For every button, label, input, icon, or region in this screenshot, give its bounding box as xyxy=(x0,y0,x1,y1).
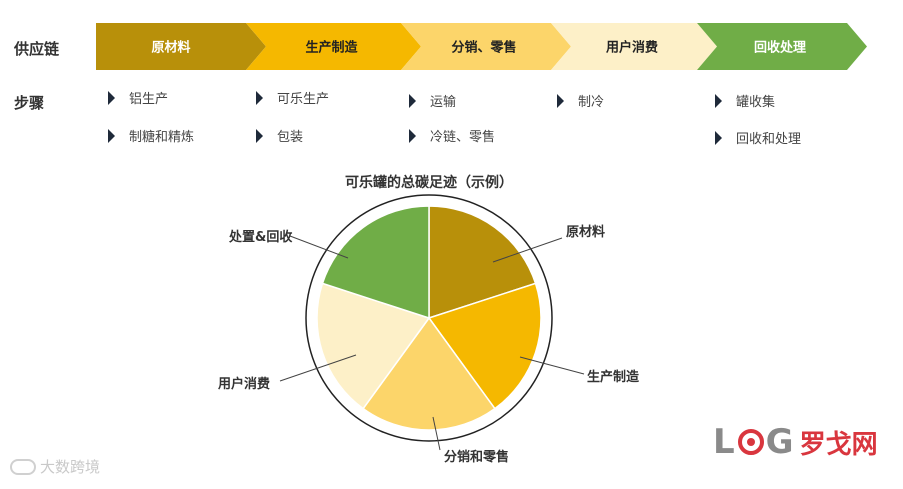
pie-title: 可乐罐的总碳足迹（示例） xyxy=(345,175,513,191)
chain-arrow-label: 回收处理 xyxy=(754,40,806,56)
chain-arrow xyxy=(96,23,266,70)
step-item: 冷链、零售 xyxy=(409,126,495,145)
bullet-triangle-icon xyxy=(108,128,115,143)
pie-slice xyxy=(321,205,430,320)
supply-chain-arrows: 原材料 生产制造 分销、零售 用户消费 回收处理 xyxy=(96,23,867,70)
pie-label-raw-materials: 原材料 xyxy=(566,225,606,240)
log-logo: L G 罗戈网 xyxy=(713,422,878,462)
logo-target-icon xyxy=(737,429,764,455)
step-item: 回收和处理 xyxy=(715,128,801,147)
logo-letter: L xyxy=(713,422,736,462)
pie-slice xyxy=(316,282,431,410)
pie-label-recycling: 处置&回收 xyxy=(229,230,293,245)
pie-leader-line xyxy=(492,237,563,263)
chain-arrow xyxy=(697,23,867,70)
pie-outer-ring xyxy=(305,194,553,442)
pie-leader-line xyxy=(289,235,349,259)
bullet-triangle-icon xyxy=(256,90,263,105)
step-item: 包装 xyxy=(256,126,303,145)
chain-arrow-label: 生产制造 xyxy=(305,40,358,56)
pie-leader-line xyxy=(432,416,441,451)
bullet-triangle-icon xyxy=(108,90,115,105)
step-item: 制冷 xyxy=(557,91,604,110)
chain-arrow xyxy=(246,23,421,70)
pie-slice xyxy=(362,316,496,431)
pie-leader-line xyxy=(279,354,357,382)
pie-label-manufacturing: 生产制造 xyxy=(587,370,640,385)
bullet-triangle-icon xyxy=(715,130,722,145)
watermark: 大数跨境 xyxy=(10,456,100,477)
bullet-triangle-icon xyxy=(715,93,722,108)
chain-arrow-label: 分销、零售 xyxy=(451,40,516,56)
pie-slice xyxy=(427,282,542,410)
chain-arrow xyxy=(401,23,571,70)
pie-slice xyxy=(428,205,537,320)
bullet-triangle-icon xyxy=(256,128,263,143)
supply-chain-label: 供应链 xyxy=(14,40,60,58)
bullet-triangle-icon xyxy=(557,93,564,108)
pie-label-consumption: 用户消费 xyxy=(218,377,271,392)
step-item: 运输 xyxy=(409,91,456,110)
bullet-triangle-icon xyxy=(409,93,416,108)
chain-arrow-label: 用户消费 xyxy=(605,40,658,56)
step-item: 铝生产 xyxy=(108,88,168,107)
chain-arrow xyxy=(551,23,717,70)
watermark-logo-icon xyxy=(10,458,36,475)
pie-leader-line xyxy=(519,356,585,375)
chain-arrow-label: 原材料 xyxy=(151,40,190,56)
step-item: 制糖和精炼 xyxy=(108,126,194,145)
pie-label-distribution: 分销和零售 xyxy=(444,450,510,465)
logo-letter: G xyxy=(765,422,794,462)
bullet-triangle-icon xyxy=(409,128,416,143)
logo-chinese-text: 罗戈网 xyxy=(799,429,878,460)
step-item: 可乐生产 xyxy=(256,88,329,107)
steps-label: 步骤 xyxy=(14,94,45,112)
step-item: 罐收集 xyxy=(715,91,775,110)
